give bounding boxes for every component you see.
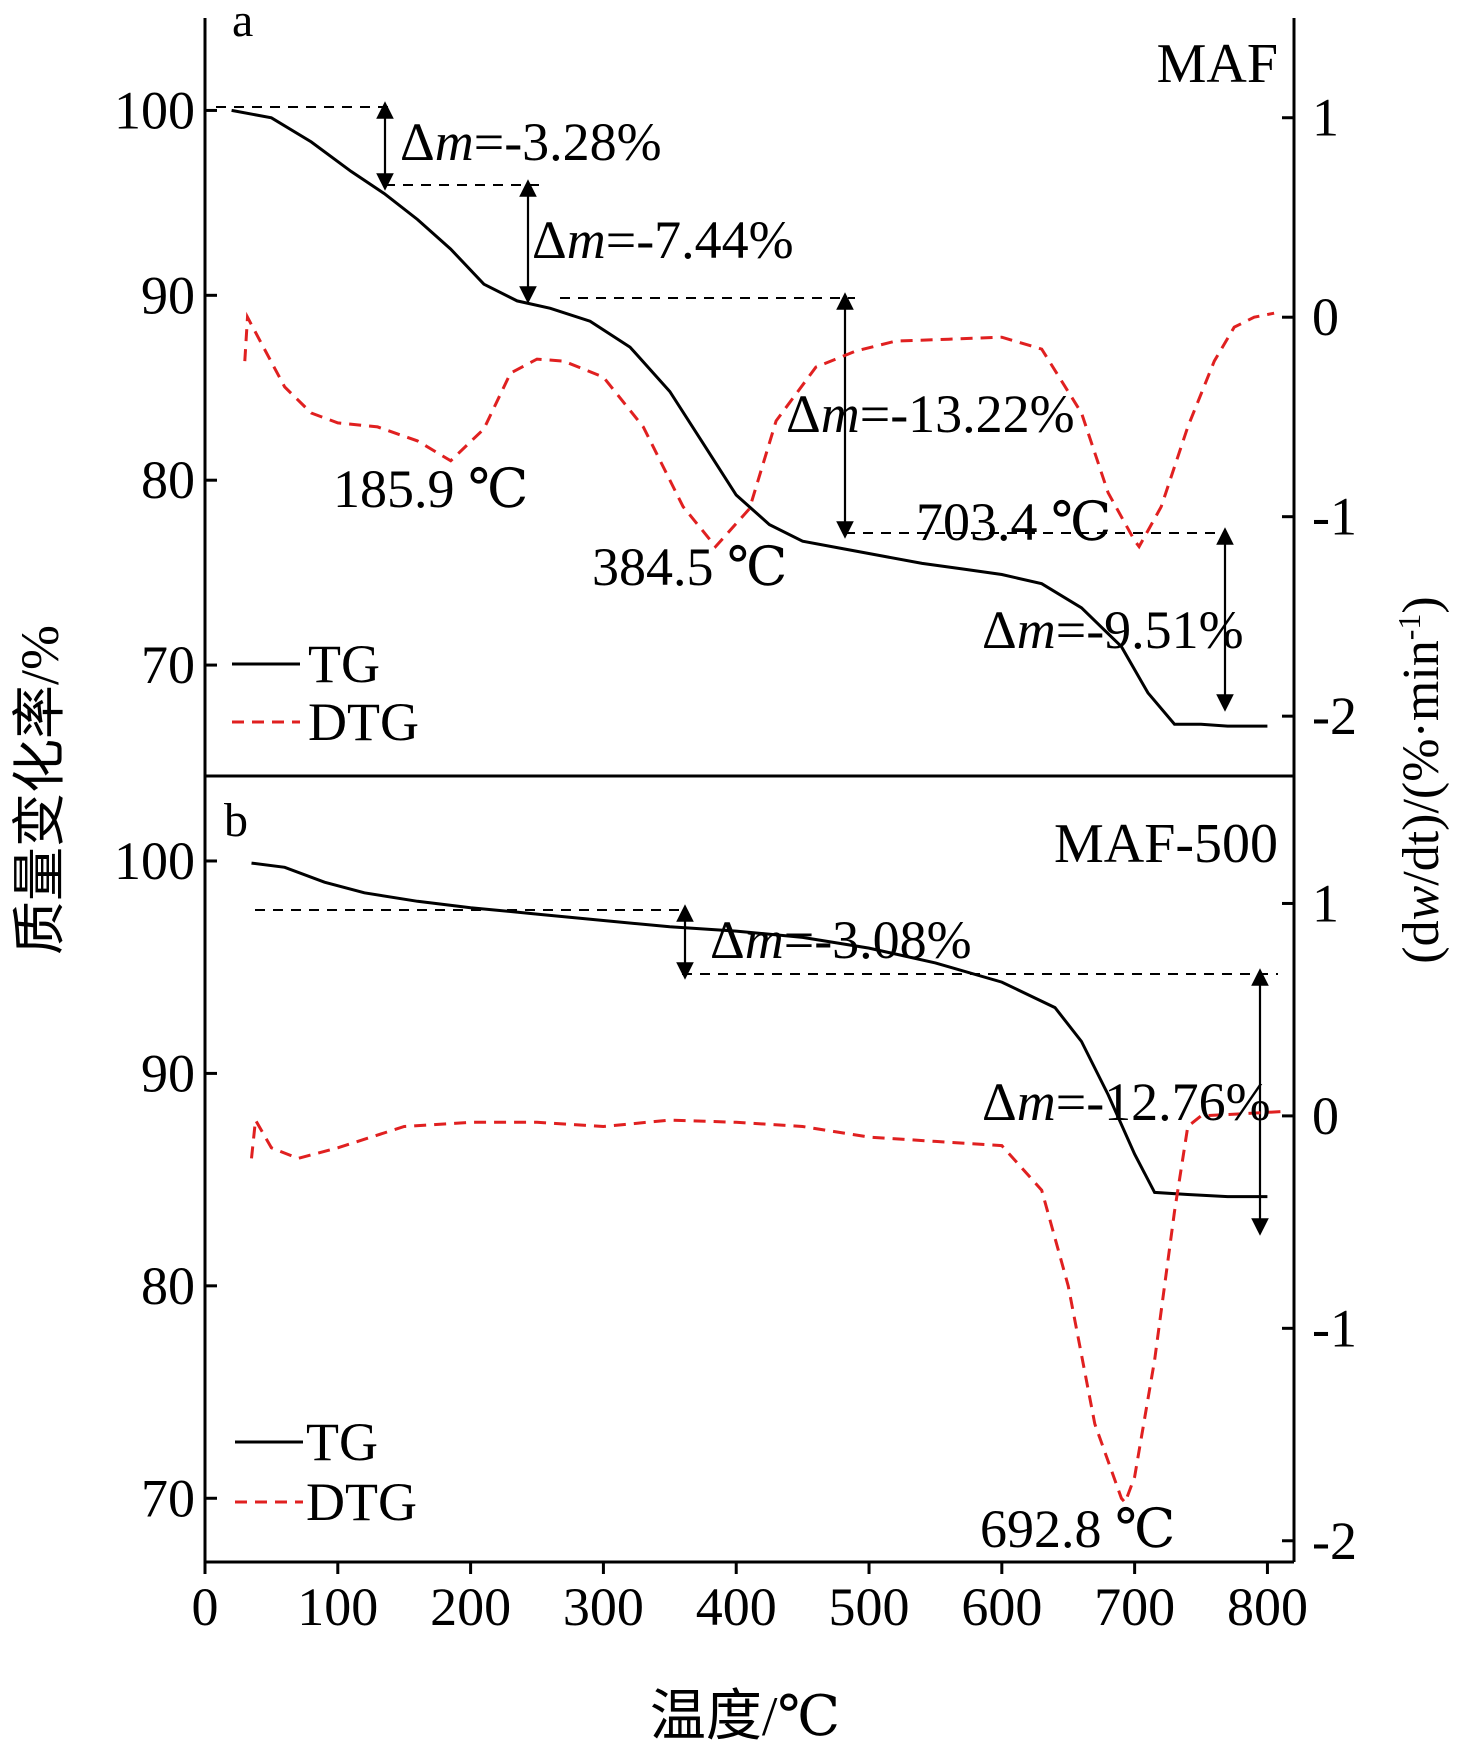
x-tick-label: 300 [563,1577,644,1637]
panel-a-step-arrows [376,101,1234,712]
step-label-a4: Δm=-9.51% [982,600,1244,660]
step-label-b1: Δm=-3.08% [710,910,972,970]
left-tick-label: 80 [141,450,195,510]
legend-b-tg-label: TG [306,1412,378,1472]
step-label-a1: Δm=-3.28% [400,112,662,172]
x-tick-label: 600 [961,1577,1042,1637]
panel-a-legend: TG DTG [232,634,419,752]
panel-b-letter: b [224,794,248,847]
x-axis-ticks: 0 100 200 300 400 500 600 700 800 [192,1562,1308,1637]
peak-label-a2: 384.5 ℃ [592,537,787,597]
right-tick-label: -1 [1312,487,1357,547]
panel-b-reference-lines [255,909,1278,975]
peak-label-a3: 703.4 ℃ [916,492,1111,552]
panel-a-tg-line [231,108,1268,728]
peak-label-b1: 692.8 ℃ [980,1499,1175,1559]
panel-a-right-ticks: 1 0 -1 -2 [1282,88,1357,746]
panel-b-legend: TG DTG [235,1412,417,1532]
left-tick-label: 90 [141,265,195,325]
plot-frame [203,18,1296,1564]
panel-a-reference-lines [216,106,1225,534]
x-tick-label: 200 [430,1577,511,1637]
right-tick-label: -1 [1312,1298,1357,1358]
peak-label-a1: 185.9 ℃ [333,459,528,519]
x-tick-label: 0 [192,1577,219,1637]
x-axis-label: 温度/℃ [650,1686,840,1748]
x-tick-label: 800 [1227,1577,1308,1637]
step-label-a2: Δm=-7.44% [532,210,794,270]
y-left-axis-label: 质量变化率/% [10,625,70,955]
legend-b-dtg-label: DTG [306,1472,417,1532]
y-right-axis-label: (dw/dt)/(%·min-1) [1391,596,1450,964]
x-tick-label: 700 [1094,1577,1175,1637]
right-tick-label: -2 [1312,1511,1357,1571]
left-tick-label: 100 [114,831,195,891]
left-tick-label: 90 [141,1043,195,1103]
step-label-a3: Δm=-13.22% [786,384,1075,444]
panel-b-peak-labels: 692.8 ℃ [980,1499,1175,1559]
panel-a-sample-label: MAF [1157,33,1278,95]
left-tick-label: 70 [141,1468,195,1528]
panel-b-sample-label: MAF-500 [1054,813,1278,875]
right-tick-label: -2 [1312,686,1357,746]
right-tick-label: 0 [1312,1086,1339,1146]
left-tick-label: 70 [141,635,195,695]
panel-b: b MAF-500 100 90 80 70 1 0 -1 -2 Δm=-3.08% Δm=… [114,794,1357,1571]
left-tick-label: 100 [114,80,195,140]
panel-b-right-ticks: 1 0 -1 -2 [1282,873,1357,1571]
panel-a-step-labels: Δm=-3.28% Δm=-7.44% Δm=-13.22% Δm=-9.51% [400,112,1244,660]
left-tick-label: 80 [141,1256,195,1316]
right-tick-label: 0 [1312,287,1339,347]
panel-b-step-labels: Δm=-3.08% Δm=-12.76% [710,910,1271,1132]
x-tick-label: 100 [297,1577,378,1637]
panel-b-tg-line [251,861,1268,1199]
panel-a: a MAF 100 90 80 70 1 0 -1 -2 Δm=-3.28% Δm=-7.4… [114,0,1357,752]
right-tick-label: 1 [1312,88,1339,148]
panel-b-dtg-line [250,1110,1281,1506]
panel-a-peak-labels: 185.9 ℃ 384.5 ℃ 703.4 ℃ [333,459,1111,597]
step-label-b2: Δm=-12.76% [982,1072,1271,1132]
right-tick-label: 1 [1312,873,1339,933]
legend-a-dtg-label: DTG [308,692,419,752]
legend-a-tg-label: TG [308,634,380,694]
panel-b-left-ticks: 100 90 80 70 [114,831,217,1528]
x-tick-label: 400 [696,1577,777,1637]
panel-a-left-ticks: 100 90 80 70 [114,80,217,695]
panel-b-step-arrows [676,904,1269,1236]
panel-a-letter: a [232,0,253,47]
x-tick-label: 500 [829,1577,910,1637]
